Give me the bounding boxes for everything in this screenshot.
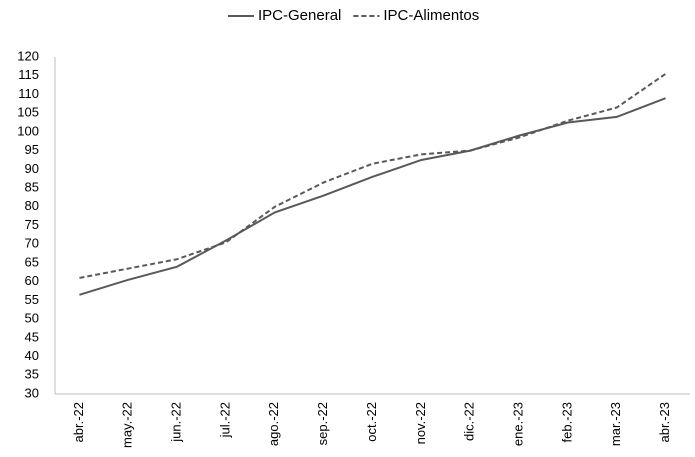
x-tick-label: feb.-23	[559, 402, 574, 442]
x-tick-label: may.-22	[120, 402, 135, 448]
y-tick-label: 75	[25, 217, 39, 232]
x-tick-label: oct.-22	[364, 402, 379, 442]
y-tick-label: 100	[17, 123, 39, 138]
x-tick-label: jul.-22	[217, 402, 232, 438]
series-line	[79, 97, 666, 296]
x-tick-label: nov.-22	[413, 402, 428, 444]
y-tick-label: 120	[17, 48, 39, 63]
series-line	[79, 73, 667, 279]
x-tick-label: ago.-22	[266, 402, 281, 446]
y-tick-label: 70	[25, 236, 39, 251]
y-tick-label: 40	[25, 348, 39, 363]
x-tick-label: ene.-23	[510, 402, 525, 446]
y-tick-label: 50	[25, 311, 39, 326]
y-tick-label: 65	[25, 254, 39, 269]
x-tick-label: mar.-23	[608, 402, 623, 446]
x-tick-label: sep.-22	[315, 402, 330, 445]
y-tick-label: 60	[25, 273, 39, 288]
y-tick-label: 35	[25, 367, 39, 382]
x-tick-label: jun.-22	[169, 402, 184, 443]
y-tick-label: 90	[25, 161, 39, 176]
y-tick-label: 115	[18, 67, 39, 82]
y-tick-label: 45	[25, 329, 39, 344]
y-tick-label: 110	[18, 86, 39, 101]
y-tick-label: 80	[25, 198, 39, 213]
legend-label: IPC-Alimentos	[383, 7, 479, 24]
x-tick-label: dic.-22	[462, 402, 477, 441]
y-tick-label: 55	[25, 292, 39, 307]
y-tick-label: 105	[17, 105, 39, 120]
y-tick-label: 85	[25, 179, 39, 194]
x-tick-label: abr.-22	[71, 402, 86, 442]
y-tick-label: 95	[25, 142, 39, 157]
legend-label: IPC-General	[258, 7, 341, 24]
x-tick-label: abr.-23	[657, 402, 672, 442]
y-tick-label: 30	[25, 385, 39, 400]
